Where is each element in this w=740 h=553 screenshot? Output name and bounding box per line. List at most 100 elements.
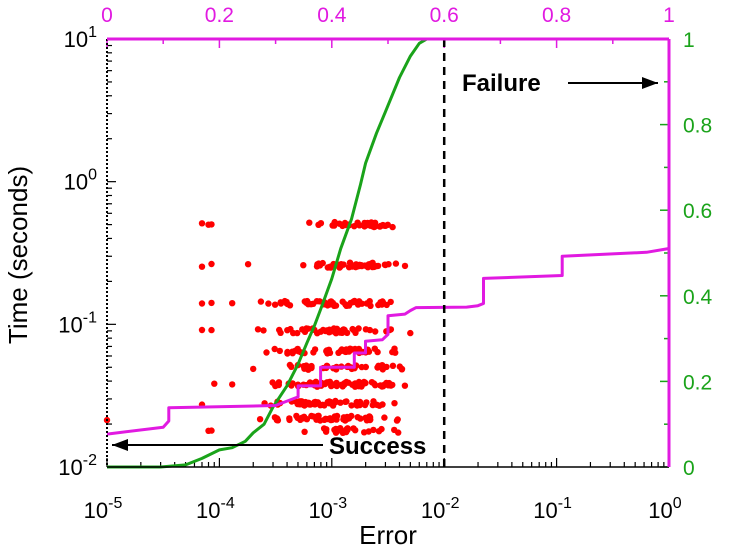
right-tick-label: 0.4 bbox=[683, 286, 713, 309]
y-tick-label: 10-2 bbox=[58, 452, 97, 480]
right-tick-label: 1 bbox=[683, 29, 695, 52]
scatter-point bbox=[244, 261, 252, 268]
scatter-point bbox=[327, 416, 335, 423]
scatter-point bbox=[315, 221, 322, 228]
scatter-point bbox=[208, 299, 215, 307]
scatter-point bbox=[382, 222, 389, 229]
scatter-point bbox=[208, 326, 215, 334]
scatter-point bbox=[357, 415, 364, 422]
scatter-point bbox=[321, 402, 328, 409]
scatter-point bbox=[198, 263, 206, 270]
scatter-point bbox=[344, 426, 351, 434]
top-tick-label: 0.4 bbox=[317, 4, 347, 27]
green-cdf-line bbox=[107, 37, 437, 469]
x-tick-label: 10-2 bbox=[421, 495, 460, 523]
scatter-point bbox=[372, 382, 379, 389]
scatter-point bbox=[363, 417, 371, 424]
success-arrow-head bbox=[112, 439, 128, 451]
scatter-point bbox=[325, 346, 333, 353]
scatter-point bbox=[329, 222, 336, 229]
scatter-point bbox=[340, 261, 347, 268]
magenta-cdf-line bbox=[106, 39, 671, 436]
scatter-point bbox=[335, 327, 343, 335]
scatter-points bbox=[103, 218, 414, 436]
failure-annotation: Failure bbox=[462, 70, 541, 97]
scatter-point bbox=[314, 330, 321, 337]
scatter-point bbox=[369, 263, 376, 271]
scatter-point bbox=[351, 345, 359, 353]
scatter-point bbox=[370, 398, 377, 405]
scatter-point bbox=[392, 260, 400, 267]
scatter-point bbox=[310, 400, 317, 408]
scatter-point bbox=[284, 300, 291, 308]
scatter-point bbox=[363, 399, 370, 406]
top-tick-label: 0.2 bbox=[205, 4, 234, 27]
scatter-point bbox=[345, 264, 353, 271]
scatter-point bbox=[352, 263, 359, 271]
scatter-point bbox=[358, 300, 366, 307]
scatter-point bbox=[401, 262, 409, 270]
scatter-point bbox=[374, 348, 381, 356]
scatter-point bbox=[401, 382, 409, 389]
scatter-point bbox=[198, 326, 206, 334]
scatter-point bbox=[198, 220, 206, 227]
scatter-point bbox=[306, 219, 313, 226]
top-tick-label: 0.8 bbox=[542, 4, 571, 27]
scatter-point bbox=[379, 401, 386, 408]
scatter-point bbox=[326, 328, 333, 336]
scatter-point bbox=[398, 366, 406, 373]
scatter-point bbox=[366, 326, 374, 334]
scatter-point bbox=[257, 298, 265, 305]
scatter-point bbox=[304, 325, 312, 332]
scatter-point bbox=[229, 381, 236, 388]
scatter-point bbox=[263, 349, 270, 356]
scatter-point bbox=[358, 262, 365, 269]
scatter-point bbox=[308, 412, 315, 420]
x-tick-label: 10-3 bbox=[308, 495, 347, 523]
scatter-point bbox=[356, 398, 364, 406]
scatter-point bbox=[384, 380, 391, 387]
failure-arrow-head bbox=[642, 77, 658, 89]
scatter-point bbox=[354, 219, 361, 226]
scatter-point bbox=[339, 383, 346, 390]
series-lines bbox=[106, 37, 671, 469]
scatter-point bbox=[343, 302, 350, 309]
success-annotation: Success bbox=[329, 433, 426, 460]
scatter-point bbox=[375, 428, 383, 435]
scatter-point bbox=[348, 402, 355, 409]
scatter-point bbox=[393, 417, 401, 424]
scatter-point bbox=[346, 345, 354, 352]
scatter-point bbox=[407, 329, 414, 337]
scatter-point bbox=[289, 380, 296, 387]
scatter-point bbox=[310, 349, 317, 356]
right-tick-label: 0.2 bbox=[683, 371, 712, 394]
x-axis-label: Error bbox=[359, 520, 417, 550]
scatter-point bbox=[323, 426, 330, 433]
x-tick-label: 10-5 bbox=[84, 495, 123, 523]
y-tick-label: 101 bbox=[64, 24, 97, 52]
right-tick-label: 0 bbox=[683, 457, 695, 480]
scatter-point bbox=[379, 298, 386, 305]
scatter-point bbox=[276, 347, 283, 355]
scatter-point bbox=[333, 412, 341, 420]
scatter-point bbox=[208, 260, 215, 268]
right-tick-label: 0.8 bbox=[683, 115, 712, 138]
scatter-point bbox=[395, 429, 402, 436]
scatter-point bbox=[273, 382, 280, 389]
scatter-point bbox=[277, 300, 285, 307]
x-tick-label: 100 bbox=[648, 495, 681, 523]
scatter-point bbox=[300, 262, 307, 269]
scatter-point bbox=[198, 300, 206, 307]
top-tick-label: 0.6 bbox=[430, 4, 459, 27]
scatter-point bbox=[350, 298, 357, 306]
scatter-point bbox=[377, 382, 384, 389]
scatter-point bbox=[340, 414, 348, 421]
scatter-point bbox=[313, 298, 321, 305]
scatter-point bbox=[313, 263, 321, 270]
scatter-point bbox=[286, 361, 294, 369]
plot-frame bbox=[106, 37, 671, 468]
scatter-point bbox=[389, 223, 396, 231]
scatter-point bbox=[329, 301, 336, 308]
